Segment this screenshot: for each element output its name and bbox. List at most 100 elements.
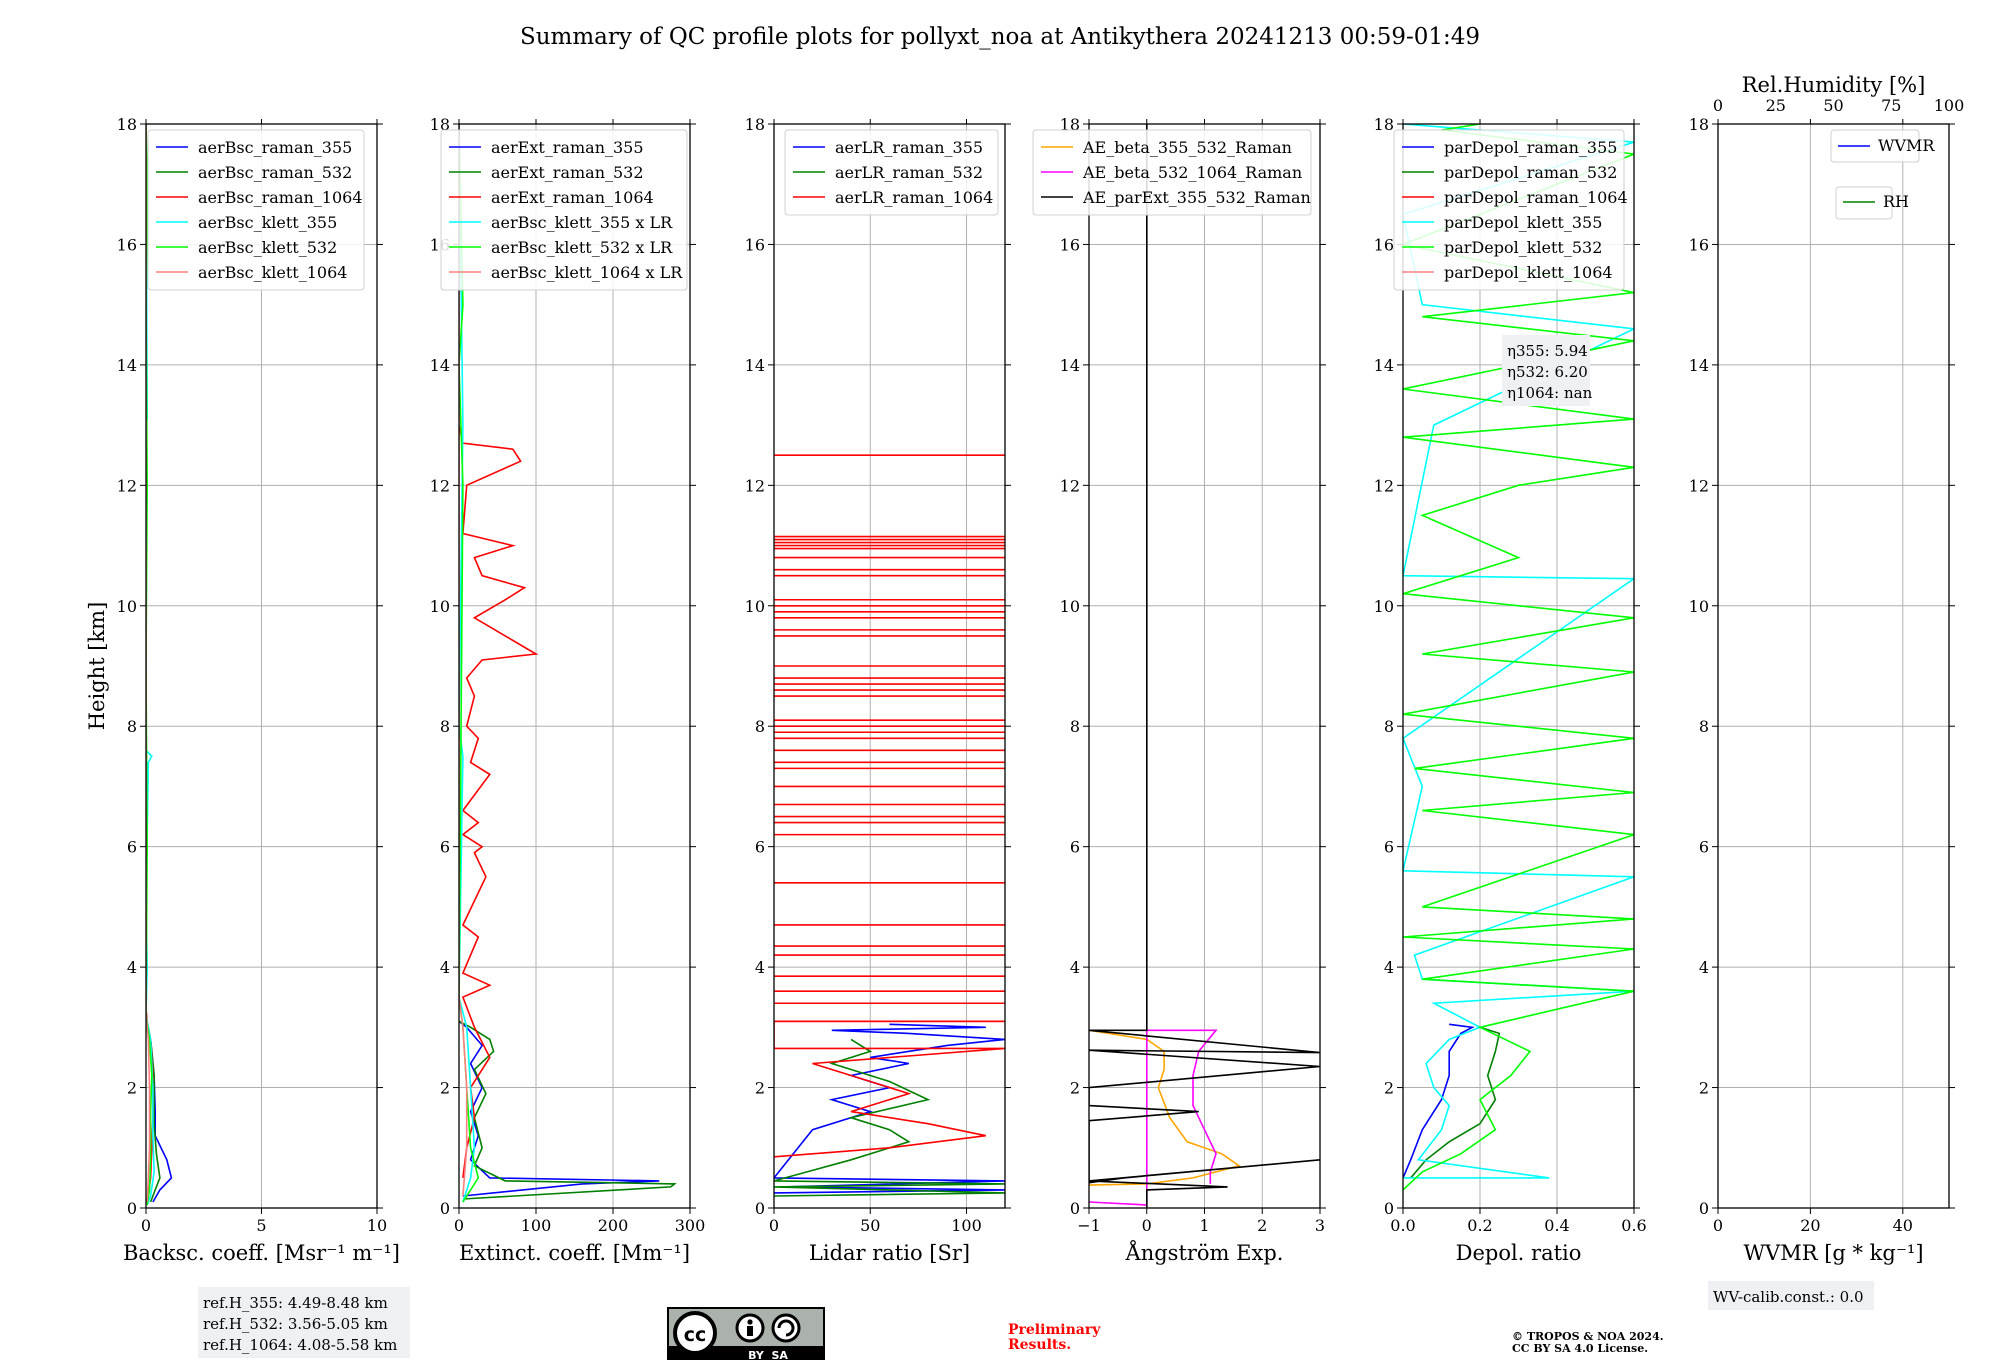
y-tick-label: 6 (440, 838, 450, 857)
series-parDepol-raman-532 (1410, 1026, 1501, 1179)
y-tick-label: 10 (745, 597, 765, 616)
legend-label: aerLR_raman_355 (835, 138, 983, 157)
by-icon-head (747, 1319, 753, 1325)
legend-label: AE_parExt_355_532_Raman (1082, 188, 1311, 207)
note-line: η532: 6.20 (1507, 363, 1588, 381)
data-layer (146, 124, 173, 1206)
y-tick-label: 10 (430, 597, 450, 616)
series-parDepol-raman-355 (1403, 1023, 1475, 1179)
legend-label: WVMR (1878, 136, 1935, 155)
y-tick-label: 8 (1070, 717, 1080, 736)
y-tick-label: 16 (1060, 235, 1080, 254)
x-tick-label: 10 (367, 1216, 387, 1235)
note-line: ref.H_532: 3.56-5.05 km (203, 1315, 388, 1333)
x-tick-label: 0 (1713, 1216, 1723, 1235)
x-tick-label: 100 (951, 1216, 982, 1235)
series-parDepol-klett-532 (1403, 124, 1634, 1191)
y-tick-label: 18 (1689, 115, 1709, 134)
legend-label: aerBsc_raman_532 (198, 163, 352, 182)
y-tick-label: 8 (127, 717, 137, 736)
y-tick-label: 18 (1374, 115, 1394, 134)
x-tick-label: 300 (675, 1216, 706, 1235)
x-tick-label: 3 (1315, 1216, 1325, 1235)
y-tick-label: 14 (745, 356, 765, 375)
y-tick-label: 14 (1689, 356, 1709, 375)
x-tick-label: 0.0 (1390, 1216, 1415, 1235)
y-tick-label: 12 (745, 476, 765, 495)
legend-label: parDepol_klett_1064 (1444, 263, 1613, 282)
x-tick-label: 20 (1800, 1216, 1820, 1235)
y-tick-label: 4 (440, 958, 450, 977)
data-layer (774, 454, 1005, 1197)
sa-icon-arrow (777, 1319, 795, 1337)
note-box (1708, 1281, 1874, 1310)
legend-label: aerBsc_klett_1064 x LR (491, 263, 683, 282)
x-tick-label: 0.6 (1621, 1216, 1646, 1235)
note-line: η355: 5.94 (1507, 342, 1588, 360)
series-aerBsc-klett-1064 (146, 124, 151, 1203)
cc-icon-label: cc (684, 1324, 707, 1346)
y-tick-label: 14 (117, 356, 137, 375)
x2-tick-label: 50 (1823, 96, 1843, 115)
legend-box (784, 129, 999, 216)
y-tick-label: 18 (430, 115, 450, 134)
legend-label: aerBsc_raman_1064 (198, 188, 363, 207)
y-tick-label: 0 (127, 1199, 137, 1218)
legend-label: parDepol_raman_355 (1444, 138, 1617, 157)
series-AE-beta-532-1064-Raman (1089, 1029, 1218, 1206)
legend-label: parDepol_raman_532 (1444, 163, 1617, 182)
y-tick-label: 10 (1689, 597, 1709, 616)
note-line: η1064: nan (1507, 384, 1593, 402)
legend-label: aerExt_raman_1064 (491, 188, 654, 207)
legend-label: parDepol_raman_1064 (1444, 188, 1628, 207)
y-tick-label: 4 (1384, 958, 1394, 977)
y-tick-label: 4 (755, 958, 765, 977)
y-tick-label: 2 (755, 1079, 765, 1098)
series-aerExt-raman-355 (459, 1020, 660, 1197)
y-tick-label: 12 (430, 476, 450, 495)
x-axis-label: Depol. ratio (1456, 1241, 1582, 1265)
legend-label: aerBsc_klett_355 (198, 213, 337, 232)
y-tick-label: 0 (1070, 1199, 1080, 1218)
y-tick-label: 12 (1060, 476, 1080, 495)
note-box (198, 1287, 410, 1358)
legend-label: aerLR_raman_1064 (835, 188, 993, 207)
x2-tick-label: 100 (1934, 96, 1965, 115)
cc-license-badge: cc BY SA (667, 1307, 825, 1360)
x2-tick-label: 25 (1766, 96, 1786, 115)
note-line: WV-calib.const.: 0.0 (1713, 1288, 1864, 1306)
y-tick-label: 4 (127, 958, 137, 977)
x-tick-label: 1 (1199, 1216, 1209, 1235)
y-tick-label: 8 (440, 717, 450, 736)
series-aerExt-raman-1064 (459, 424, 539, 1179)
x-tick-label: 0.4 (1544, 1216, 1569, 1235)
y-tick-label: 4 (1699, 958, 1709, 977)
panel-wv: 0 20 40 0 2 4 6 8 10 12 14 16 18 WVMR [g * kg⁻¹] 0 25 50… (1689, 73, 1965, 1310)
y-tick-label: 6 (1070, 838, 1080, 857)
panel-depol: 0.0 0.2 0.4 0.6 0 2 4 6 8 10 12 14 16 18 Depol. ratio p… (1374, 115, 1647, 1265)
y-tick-label: 6 (1699, 838, 1709, 857)
x-tick-label: 100 (521, 1216, 552, 1235)
legend-box (1032, 129, 1312, 216)
note-line: ref.H_355: 4.49-8.48 km (203, 1294, 388, 1312)
y-tick-label: 16 (1689, 235, 1709, 254)
x-axis-label: Ångström Exp. (1125, 1240, 1284, 1265)
y-tick-label: 2 (127, 1079, 137, 1098)
series-aerBsc-klett-355 (146, 124, 155, 1206)
y-tick-label: 6 (1384, 838, 1394, 857)
y-tick-label: 12 (1689, 476, 1709, 495)
y-tick-label: 0 (440, 1199, 450, 1218)
y-tick-label: 8 (1384, 717, 1394, 736)
legend-label: aerLR_raman_532 (835, 163, 983, 182)
x-tick-label: 2 (1257, 1216, 1267, 1235)
y-tick-label: 10 (117, 597, 137, 616)
legend-label: aerBsc_klett_532 x LR (491, 238, 673, 257)
y-tick-label: 4 (1070, 958, 1080, 977)
panel-lr: 0 50 100 0 2 4 6 8 10 12 14 16 18 Lidar ratio [Sr] aer… (745, 115, 1011, 1265)
y-tick-label: 6 (755, 838, 765, 857)
y-tick-label: 8 (755, 717, 765, 736)
plot-frame (458, 123, 691, 1209)
